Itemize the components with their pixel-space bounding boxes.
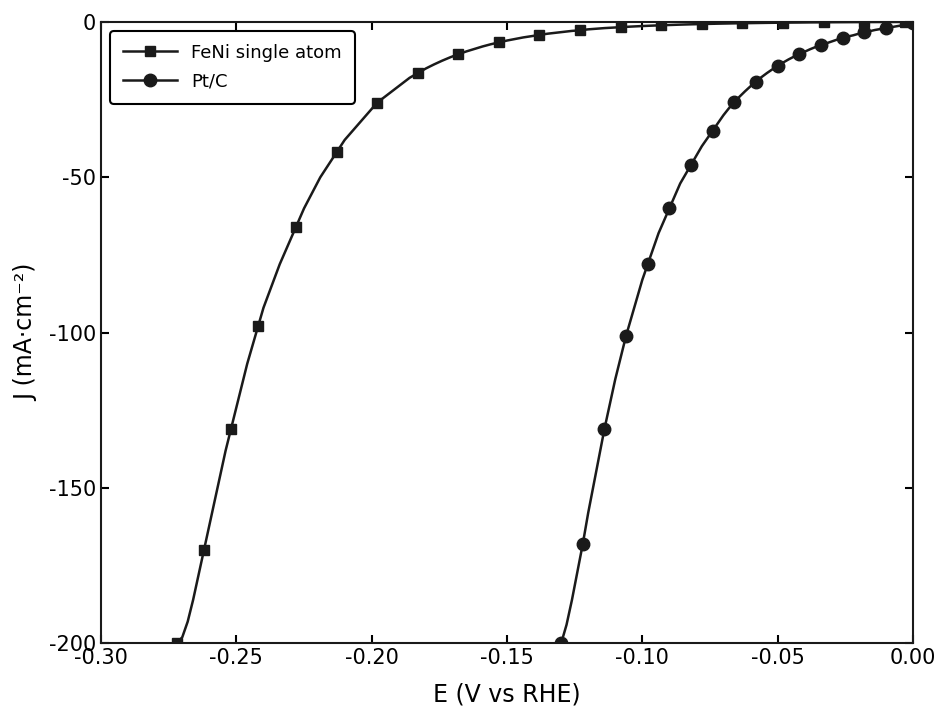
- FeNi single atom: [737, 19, 749, 27]
- FeNi single atom: [452, 50, 464, 58]
- Legend: FeNi single atom, Pt/C: FeNi single atom, Pt/C: [110, 31, 354, 104]
- FeNi single atom: [493, 38, 504, 47]
- Pt/C: [664, 204, 675, 212]
- FeNi single atom: [253, 322, 264, 330]
- FeNi single atom: [412, 69, 424, 78]
- Pt/C: [577, 539, 588, 548]
- FeNi single atom: [225, 425, 237, 433]
- Pt/C: [793, 50, 805, 58]
- FeNi single atom: [331, 148, 342, 157]
- FeNi single atom: [859, 18, 870, 27]
- Pt/C: [729, 98, 740, 107]
- FeNi single atom: [777, 18, 788, 27]
- Pt/C: [772, 62, 784, 71]
- Pt/C: [750, 77, 762, 86]
- FeNi single atom: [899, 17, 910, 26]
- FeNi single atom: [291, 222, 302, 231]
- FeNi single atom: [656, 21, 667, 30]
- Y-axis label: J (mA·cm⁻²): J (mA·cm⁻²): [14, 264, 38, 401]
- Line: FeNi single atom: FeNi single atom: [172, 17, 918, 648]
- Pt/C: [907, 19, 919, 27]
- FeNi single atom: [615, 23, 626, 32]
- Pt/C: [685, 161, 696, 169]
- Pt/C: [815, 41, 826, 50]
- Pt/C: [642, 260, 654, 269]
- Pt/C: [707, 126, 718, 135]
- Pt/C: [620, 331, 632, 340]
- Pt/C: [556, 639, 567, 648]
- FeNi single atom: [696, 19, 708, 28]
- Line: Pt/C: Pt/C: [555, 17, 920, 649]
- FeNi single atom: [575, 26, 586, 35]
- FeNi single atom: [534, 31, 545, 40]
- Pt/C: [837, 34, 848, 42]
- Pt/C: [880, 24, 891, 32]
- FeNi single atom: [907, 17, 919, 26]
- FeNi single atom: [371, 99, 383, 107]
- Pt/C: [598, 425, 610, 433]
- FeNi single atom: [171, 639, 182, 648]
- FeNi single atom: [818, 18, 829, 27]
- FeNi single atom: [199, 546, 210, 554]
- X-axis label: E (V vs RHE): E (V vs RHE): [433, 682, 580, 706]
- Pt/C: [859, 28, 870, 37]
